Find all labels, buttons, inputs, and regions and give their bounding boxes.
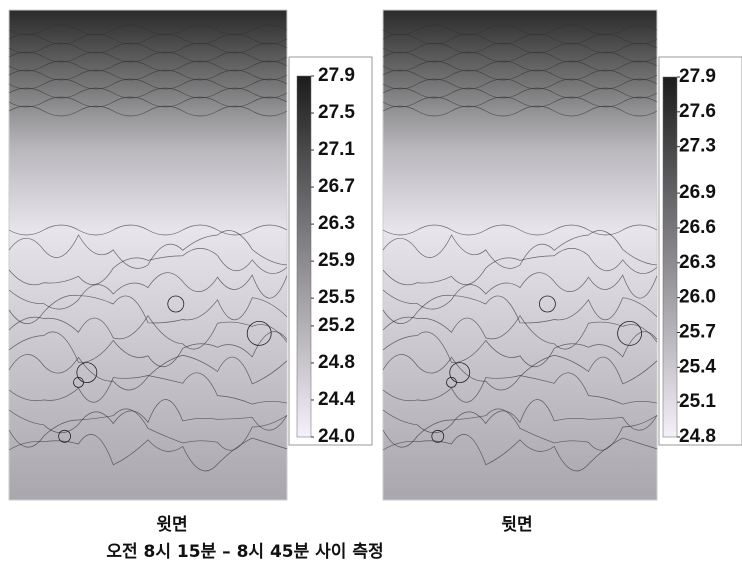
- colorbar-tick-label: 26.3: [318, 213, 355, 234]
- colorbar-tick-label: 27.9: [679, 66, 716, 87]
- contour-line: [382, 96, 658, 108]
- contour-line: [382, 87, 658, 99]
- contour-line: [382, 42, 658, 54]
- contour-line: [8, 24, 288, 36]
- contour-line: [8, 42, 288, 54]
- contour-line: [8, 224, 288, 236]
- colorbar-tick-label: 24.4: [318, 389, 355, 410]
- contour-line: [8, 294, 288, 324]
- contour-line: [382, 408, 658, 451]
- contour-line: [382, 33, 658, 45]
- contour-line: [382, 51, 658, 63]
- contour-line: [449, 362, 471, 384]
- colorbar-tick-label: 25.7: [679, 321, 716, 342]
- contour-line: [8, 315, 288, 350]
- contour-map: [382, 9, 658, 501]
- contour-line: [382, 315, 658, 350]
- contour-line: [8, 105, 288, 117]
- colorbar-tick-label: 25.9: [318, 250, 355, 271]
- panel-title: 뒷면: [501, 514, 532, 535]
- contour-line: [8, 51, 288, 63]
- contour-line: [382, 224, 658, 236]
- contour-line: [8, 408, 288, 451]
- contour-line: [446, 376, 457, 388]
- colorbar-tick-label: 25.5: [318, 287, 355, 308]
- colorbar-tick-label: 27.6: [679, 101, 716, 122]
- contour-line: [8, 60, 288, 72]
- colorbar-tick-label: 25.2: [318, 315, 355, 336]
- contour-map: [8, 9, 288, 501]
- colorbar-tick-label: 27.3: [679, 136, 716, 157]
- contour-line: [8, 354, 288, 391]
- contour-line: [8, 33, 288, 45]
- contour-line: [8, 78, 288, 90]
- colorbar-tick-label: 26.0: [679, 287, 716, 308]
- contour-line: [539, 295, 556, 313]
- contour-line: [382, 272, 658, 310]
- contour-line: [382, 60, 658, 72]
- contour-line: [246, 320, 272, 346]
- contour-line: [382, 434, 658, 472]
- colorbar-tick-label: 26.9: [679, 182, 716, 203]
- contour-line: [382, 105, 658, 117]
- colorbar-tick-label: 26.7: [318, 176, 355, 197]
- colorbar-tick-label: 24.8: [318, 352, 355, 373]
- colorbar-tick-label: 26.6: [679, 217, 716, 238]
- contour-line: [382, 69, 658, 81]
- contour-line: [8, 69, 288, 81]
- contour-line: [382, 248, 658, 286]
- colorbar-tick-label: 24.0: [318, 426, 355, 447]
- panel-title: 윗면: [156, 515, 187, 535]
- contour-line: [382, 230, 658, 269]
- contour-line: [8, 272, 288, 310]
- contour-line: [8, 331, 288, 367]
- colorbar: [662, 76, 678, 438]
- contour-line: [8, 399, 288, 434]
- colorbar-tick-label: 27.5: [318, 102, 355, 123]
- contour-line: [382, 372, 658, 405]
- contour-line: [617, 320, 642, 346]
- colorbar-tick-label: 27.9: [318, 65, 355, 86]
- colorbar-tick-label: 25.4: [679, 356, 716, 377]
- contour-line: [382, 331, 658, 367]
- contour-line: [431, 429, 445, 443]
- contour-line: [8, 248, 288, 286]
- colorbar-tick-label: 24.8: [679, 426, 716, 447]
- contour-line: [58, 429, 71, 443]
- contour-line: [167, 295, 185, 313]
- contour-line: [382, 78, 658, 90]
- caption: 오전 8시 15분 – 8시 45분 사이 측정: [106, 542, 383, 562]
- contour-line: [8, 372, 288, 405]
- contour-line: [8, 434, 288, 472]
- contour-line: [76, 362, 98, 384]
- contour-line: [382, 354, 658, 391]
- contour-line: [8, 96, 288, 108]
- colorbar-tick-label: 25.1: [679, 391, 716, 412]
- colorbar-tick-label: 26.3: [679, 252, 716, 273]
- contour-line: [382, 24, 658, 36]
- contour-line: [73, 376, 84, 388]
- colorbar: [296, 75, 312, 438]
- contour-line: [382, 294, 658, 324]
- colorbar-tick-label: 27.1: [318, 139, 355, 160]
- contour-line: [382, 399, 658, 434]
- contour-line: [8, 230, 288, 269]
- contour-line: [8, 87, 288, 99]
